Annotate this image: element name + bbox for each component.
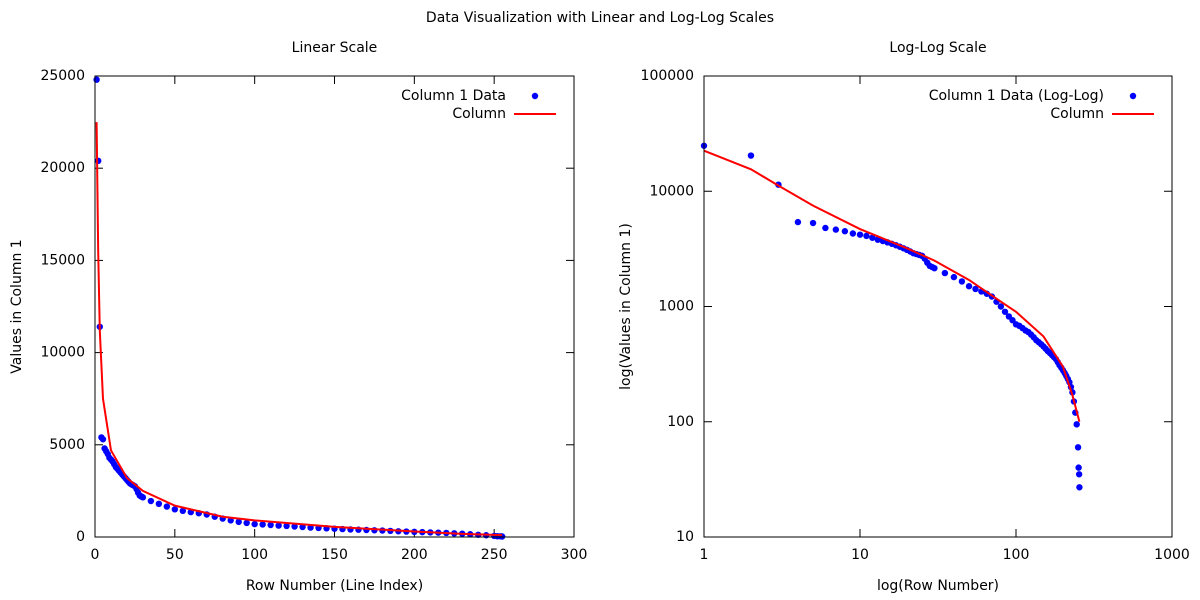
data-point <box>747 152 755 159</box>
data-point <box>171 506 179 513</box>
data-point <box>139 494 147 501</box>
legend-label: Column 1 Data (Log-Log) <box>929 88 1104 104</box>
data-point <box>822 224 829 232</box>
data-point <box>99 436 107 443</box>
legend-label: Column <box>452 106 506 122</box>
data-point <box>849 230 857 237</box>
data-point <box>243 519 250 527</box>
data-point <box>291 523 298 530</box>
data-point <box>1001 308 1009 315</box>
y-tick-label: 15000 <box>40 252 85 268</box>
data-point <box>958 278 966 285</box>
y-tick-label: 10000 <box>40 345 85 361</box>
figure-title: Data Visualization with Linear and Log-L… <box>426 10 774 26</box>
plot-frame <box>94 75 575 538</box>
y-tick-label: 25000 <box>40 68 85 84</box>
subplot-title: Log-Log Scale <box>889 40 986 56</box>
data-point <box>235 518 242 526</box>
y-tick-label: 100000 <box>641 68 694 84</box>
y-tick-label: 0 <box>76 529 85 545</box>
data-point <box>794 218 802 226</box>
data-point <box>155 500 163 508</box>
x-axis-label: Row Number (Line Index) <box>246 578 423 594</box>
x-tick-label: 10 <box>851 547 869 563</box>
data-point <box>965 283 973 290</box>
x-tick-label: 1 <box>700 547 709 563</box>
data-point <box>163 503 171 510</box>
data-point <box>179 507 187 515</box>
data-point <box>299 523 306 531</box>
legend-label: Column <box>1050 106 1104 122</box>
legend-swatch <box>1129 92 1137 100</box>
y-axis-label: Values in Column 1 <box>9 239 25 373</box>
x-tick-label: 250 <box>481 547 508 563</box>
fit-line <box>95 122 503 537</box>
subplot-title: Linear Scale <box>292 40 378 56</box>
data-point <box>275 522 282 529</box>
data-point <box>809 219 817 227</box>
data-point <box>1076 484 1083 491</box>
data-point <box>1074 444 1082 451</box>
data-point <box>972 285 979 293</box>
fit-line <box>703 149 1081 423</box>
data-point <box>841 228 849 235</box>
data-point <box>283 522 290 530</box>
data-point <box>931 264 938 272</box>
y-axis-label: log(Values in Column 1) <box>618 223 634 390</box>
x-tick-label: 100 <box>241 547 268 563</box>
y-tick-label: 5000 <box>49 437 85 453</box>
legend-label: Column 1 Data <box>401 88 506 104</box>
data-point <box>941 269 949 277</box>
data-point <box>950 273 958 281</box>
data-point <box>1075 471 1083 478</box>
data-point <box>267 521 274 529</box>
data-point <box>94 157 102 165</box>
data-point <box>856 231 864 238</box>
x-axis-label: log(Row Number) <box>877 578 999 594</box>
x-tick-label: 1000 <box>1154 547 1190 563</box>
data-point <box>869 234 876 241</box>
x-tick-label: 150 <box>321 547 348 563</box>
y-tick-label: 20000 <box>40 160 85 176</box>
data-point <box>251 520 258 528</box>
x-tick-label: 200 <box>401 547 428 563</box>
data-point <box>832 226 840 233</box>
y-tick-label: 10 <box>676 529 694 545</box>
y-tick-label: 10000 <box>649 183 694 199</box>
data-point <box>997 303 1005 310</box>
data-point <box>874 236 881 243</box>
data-point <box>259 521 266 528</box>
x-tick-label: 300 <box>561 547 588 563</box>
x-tick-label: 100 <box>1003 547 1030 563</box>
data-point <box>147 497 155 505</box>
y-tick-label: 1000 <box>658 299 694 315</box>
y-tick-label: 100 <box>667 414 694 430</box>
data-point <box>863 232 870 240</box>
data-point <box>1075 464 1082 471</box>
x-tick-label: 0 <box>91 547 100 563</box>
plot-frame <box>703 75 1173 538</box>
data-point <box>1073 421 1080 428</box>
x-tick-label: 50 <box>166 547 184 563</box>
data-point <box>93 76 100 83</box>
legend-swatch <box>531 92 539 100</box>
